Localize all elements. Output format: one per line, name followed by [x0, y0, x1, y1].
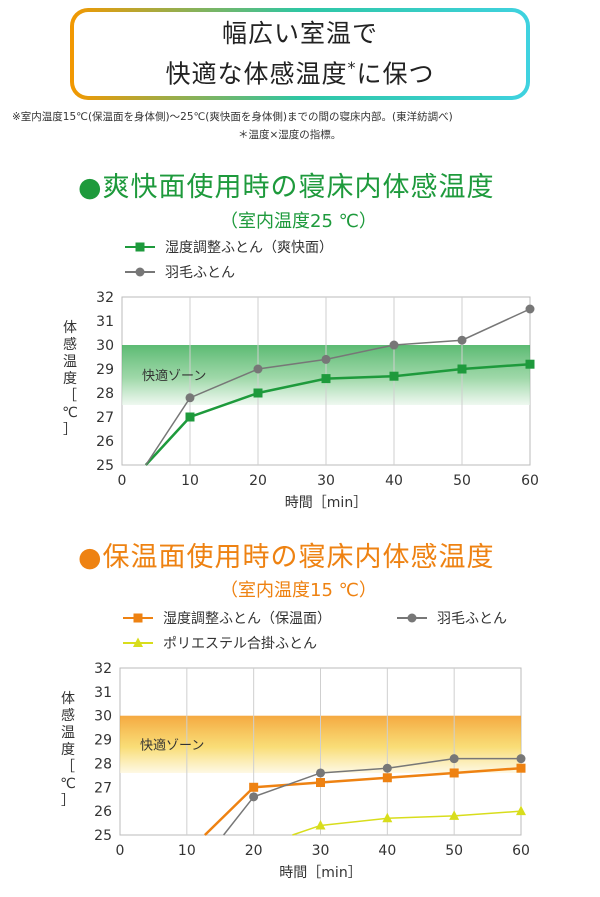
- header-line-2-suffix: に保つ: [356, 59, 435, 89]
- header-line-2-prefix: 快適な体感温度: [165, 59, 348, 89]
- chart-2-xlabel: 時間［min］: [279, 865, 361, 881]
- chart-2-xtick-40: 40: [378, 843, 396, 859]
- chart-2-subtitle: （室内温度15 ℃）: [220, 580, 377, 601]
- chart-2-series-0-point-3: [382, 773, 392, 783]
- chart-1-xtick-30: 30: [317, 473, 335, 489]
- chart-2-ytick-26: 26: [94, 804, 112, 820]
- chart-1-xtick-60: 60: [521, 473, 539, 489]
- chart-1-xtick-0: 0: [118, 473, 127, 489]
- chart-2-ytick-29: 29: [94, 733, 112, 749]
- chart-2-series-2-point-3: [449, 810, 460, 820]
- chart-2-series-1-point-2: [316, 768, 325, 778]
- chart-2-legend-2-marker: [133, 637, 143, 647]
- chart-2-xtick-10: 10: [178, 843, 196, 859]
- chart-2-series-0-point-4: [449, 768, 459, 778]
- chart-1-xtick-50: 50: [453, 473, 471, 489]
- chart-1-ytick-25: 25: [96, 458, 114, 474]
- chart-2-title: ●保温面使用時の寝床内体感温度: [78, 542, 495, 573]
- chart-2-series-2-line: [292, 810, 522, 836]
- chart-2-legend-1-label: 羽毛ふとん: [437, 611, 507, 627]
- header-line-1: 幅広い室温で: [221, 18, 378, 48]
- chart-1-legend-1-label: 羽毛ふとん: [165, 265, 235, 281]
- chart-1-series-0-point-2: [253, 388, 263, 398]
- chart-1-legend-1-marker: [135, 267, 145, 277]
- chart-2-comfort-zone-label: 快適ゾーン: [140, 737, 204, 753]
- chart-1-comfort-zone: [122, 345, 530, 405]
- chart-1-subtitle: （室内温度25 ℃）: [220, 211, 377, 232]
- chart-1-xtick-10: 10: [181, 473, 199, 489]
- chart-1-ytick-30: 30: [96, 338, 114, 354]
- chart-1-series-1-point-6: [525, 304, 535, 314]
- chart-2-series-1-point-1: [249, 792, 259, 802]
- chart-2-series-2-point-2: [382, 812, 393, 823]
- chart-2-ytick-31: 31: [94, 685, 112, 701]
- chart-1-title: ●爽快面使用時の寝床内体感温度: [78, 172, 495, 203]
- chart-2-series-1-point-3: [382, 763, 392, 773]
- chart-2-series-2-point-1: [315, 819, 326, 830]
- chart-1-legend-0-marker: [135, 242, 145, 252]
- chart-2-series-0-line: [204, 766, 522, 836]
- chart-2-series-2-point-4: [516, 805, 526, 816]
- chart-2-series-0-point-2: [316, 778, 325, 788]
- chart-1-series-1-line: [145, 308, 531, 466]
- chart-1-series-1-point-1: [185, 393, 195, 403]
- chart-2-legend-2-label: ポリエステル合掛ふとん: [163, 636, 317, 652]
- chart-2-xtick-50: 50: [445, 843, 463, 859]
- chart-1-plot-area: [121, 296, 531, 466]
- footnote-1: ※室内温度15℃(保温面を身体側)～25℃(爽快面を身体側)までの間の寝床内部。…: [12, 111, 453, 123]
- chart-1-xtick-20: 20: [249, 473, 267, 489]
- chart-1-comfort-zone-label: 快適ゾーン: [142, 368, 206, 384]
- chart-1-ylabel: 体感温度［℃］: [62, 320, 78, 438]
- chart-2-ytick-27: 27: [94, 780, 112, 796]
- chart-2-comfort-zone: [120, 715, 521, 773]
- chart-1-series-0-point-4: [389, 371, 399, 381]
- chart-1-series-0-point-1: [185, 412, 195, 422]
- chart-1-legend-0-label: 湿度調整ふとん（爽快面）: [165, 240, 333, 256]
- chart-1-series-0-line: [144, 362, 531, 466]
- chart-2-ytick-32: 32: [94, 661, 112, 677]
- chart-1-ytick-32: 32: [96, 290, 114, 306]
- chart-1-series-1-point-3: [321, 354, 331, 364]
- header-star: *: [347, 57, 357, 77]
- chart-2-xtick-0: 0: [116, 843, 125, 859]
- footnote-2: ＊温度×湿度の指標。: [238, 129, 342, 141]
- chart-2-xtick-60: 60: [512, 843, 530, 859]
- chart-2-ytick-28: 28: [94, 756, 112, 772]
- header-frame: 幅広い室温で 快適な体感温度*に保つ: [70, 8, 530, 100]
- chart-1-series-1-point-2: [253, 364, 263, 374]
- chart-2-legend-0-marker: [133, 613, 143, 623]
- chart-2-legend-1-marker: [407, 613, 417, 623]
- chart-1-ytick-29: 29: [96, 362, 114, 378]
- chart-2-ylabel: 体感温度［℃］: [60, 691, 76, 809]
- chart-1-series-1-point-4: [389, 340, 399, 350]
- chart-1-ytick-26: 26: [96, 434, 114, 450]
- chart-1-ytick-27: 27: [96, 410, 114, 426]
- chart-2-series-0-point-1: [249, 782, 259, 792]
- chart-2-series-1-line: [223, 757, 521, 836]
- chart-2-ytick-30: 30: [94, 709, 112, 725]
- chart-1-xtick-40: 40: [385, 473, 403, 489]
- chart-1-series-0-point-3: [321, 374, 331, 384]
- chart-1-xlabel: 時間［min］: [285, 495, 367, 511]
- header-inner: 幅広い室温で 快適な体感温度*に保つ: [74, 12, 526, 96]
- chart-1-ytick-31: 31: [96, 314, 114, 330]
- chart-2-series-0-point-5: [516, 763, 526, 773]
- chart-1-series-1-point-5: [457, 335, 467, 345]
- chart-2-series-1-point-4: [449, 754, 459, 764]
- chart-2-plot-area: [119, 667, 522, 836]
- chart-2-legend-0-label: 湿度調整ふとん（保温面）: [163, 611, 331, 627]
- chart-1-ytick-28: 28: [96, 386, 114, 402]
- chart-2-series-1-point-5: [516, 754, 526, 764]
- chart-2-xtick-20: 20: [245, 843, 263, 859]
- header-line-2: 快適な体感温度*に保つ: [165, 51, 434, 91]
- chart-1-series-0-point-5: [457, 364, 467, 374]
- chart-1-series-0-point-6: [525, 359, 535, 369]
- chart-2-xtick-30: 30: [312, 843, 330, 859]
- chart-2-ytick-25: 25: [94, 828, 112, 844]
